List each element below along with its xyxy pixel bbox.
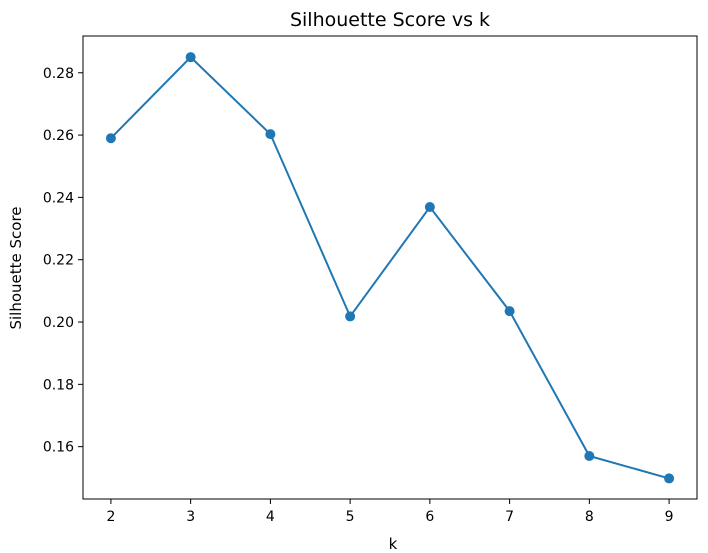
x-tick-label: 4 [266,509,275,525]
data-point [345,311,356,322]
y-tick-label: 0.22 [43,253,74,269]
x-tick-label: 9 [665,509,674,525]
data-point [584,451,595,462]
data-point [265,129,276,140]
x-tick-label: 8 [585,509,594,525]
x-tick-label: 7 [505,509,514,525]
x-tick-label: 6 [425,509,434,525]
y-tick-label: 0.18 [43,377,74,393]
data-point [105,133,116,144]
y-tick-label: 0.24 [43,190,74,206]
data-point [664,473,675,484]
series-group [105,52,675,484]
x-ticks: 2 3 4 5 6 7 8 9 [106,499,674,525]
x-tick-label: 2 [106,509,115,525]
y-axis-label: Silhouette Score [7,206,25,329]
y-tick-label: 0.26 [43,128,74,144]
y-tick-label: 0.28 [43,66,74,82]
x-tick-label: 3 [186,509,195,525]
chart-title: Silhouette Score vs k [290,9,490,31]
x-axis-label: k [389,535,398,553]
plot-frame [82,35,698,500]
data-point [185,52,196,63]
y-ticks: 0.16 0.18 0.20 0.22 0.24 0.26 0.28 [43,66,83,456]
data-point [504,306,515,317]
y-tick-label: 0.20 [43,315,74,331]
series-line [110,55,670,480]
data-point [424,202,435,213]
x-tick-label: 5 [346,509,355,525]
y-tick-label: 0.16 [43,440,74,456]
